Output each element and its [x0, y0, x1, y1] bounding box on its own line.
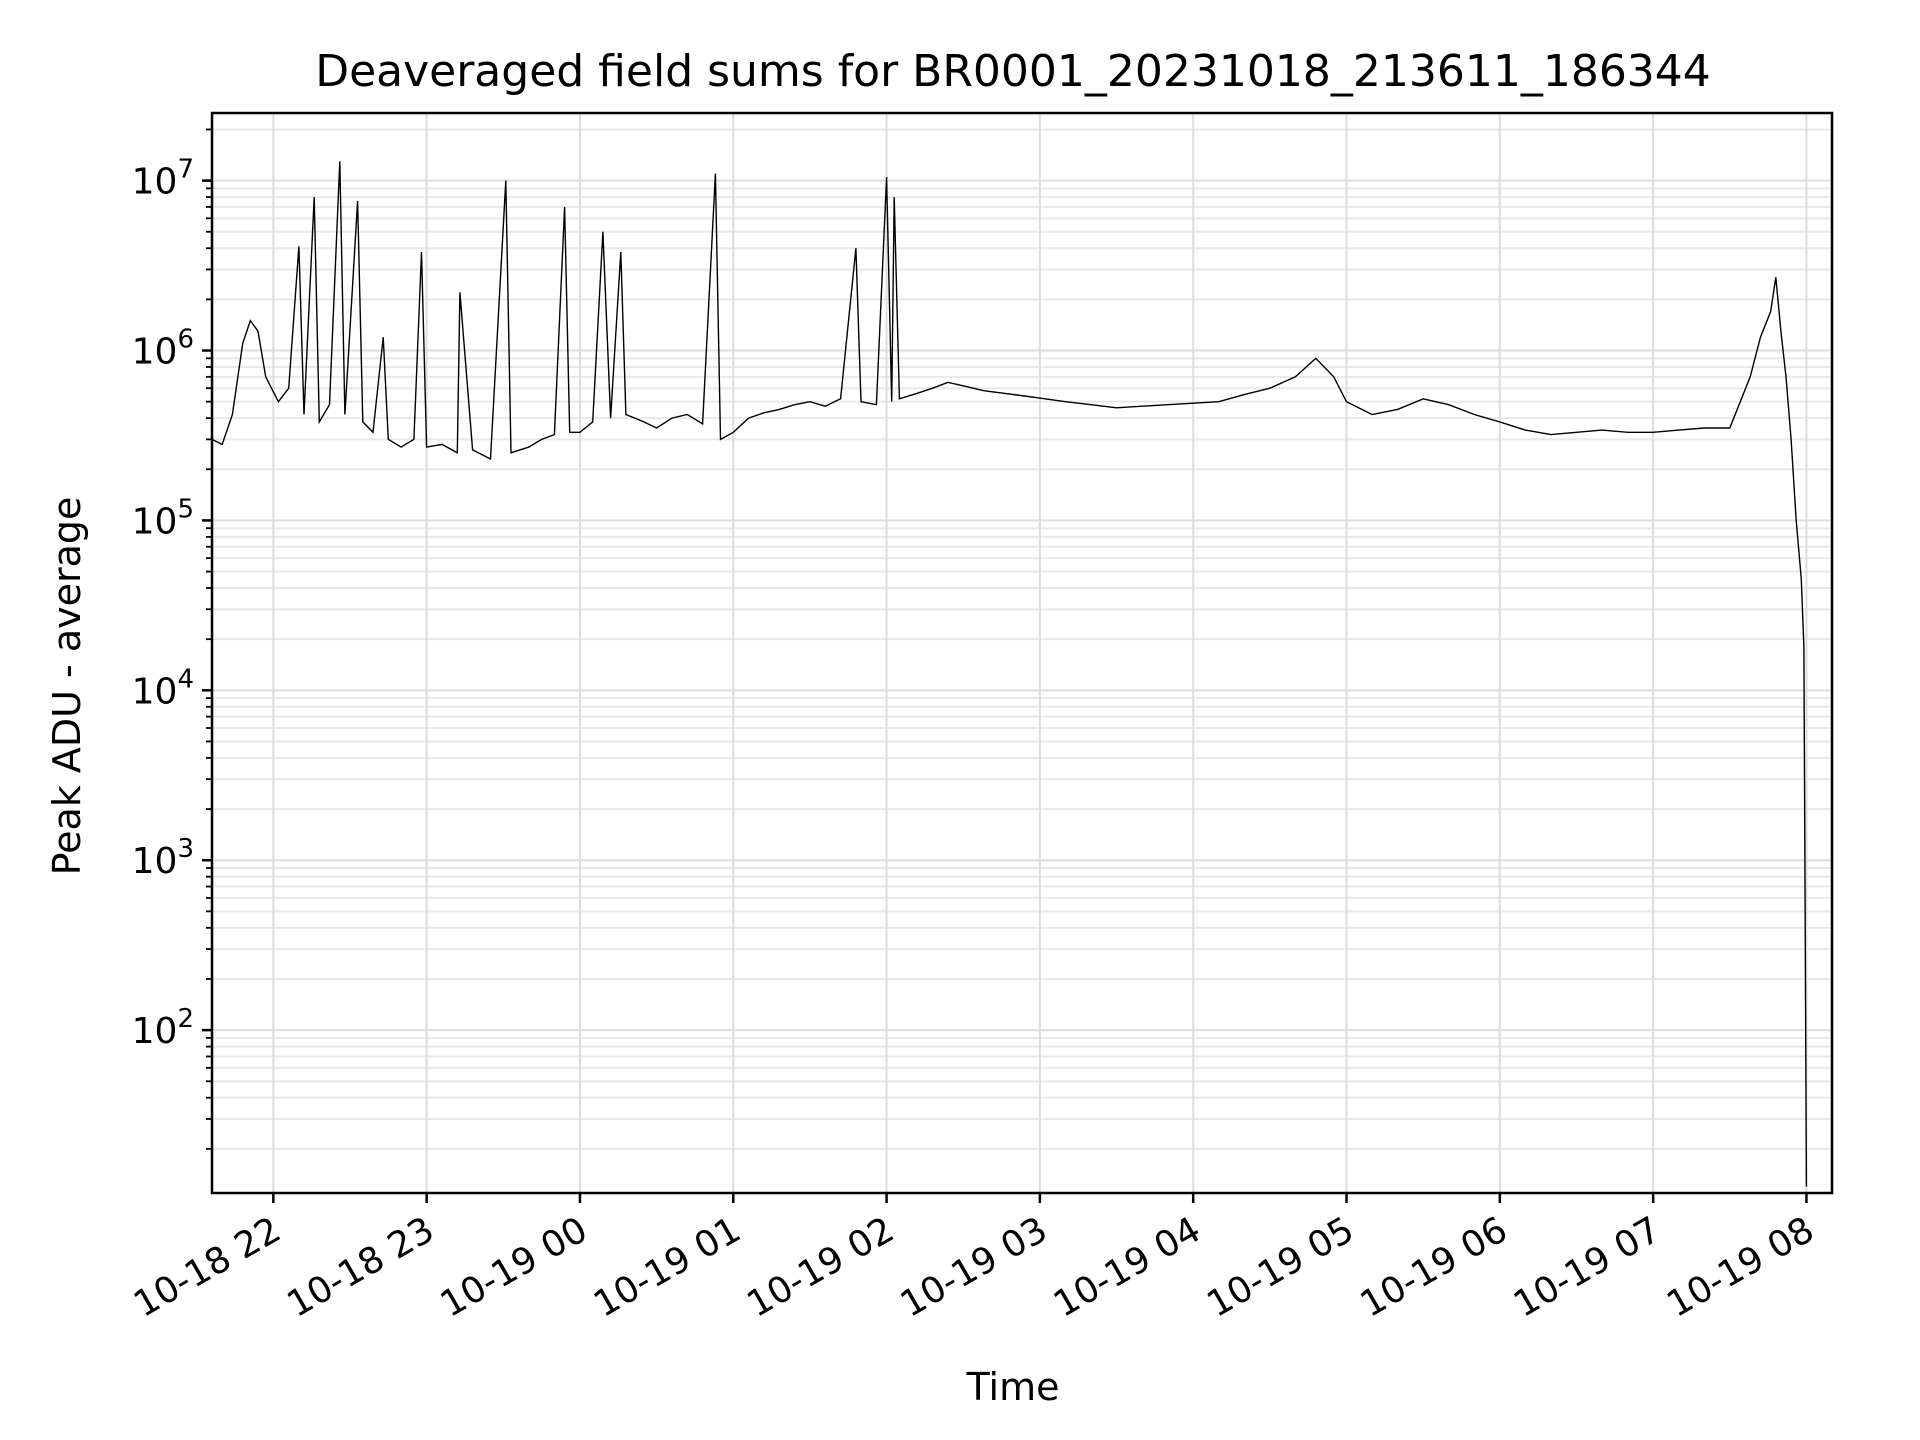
y-axis-label: Peak ADU - average	[45, 497, 89, 876]
series-layer	[211, 161, 1808, 1187]
y-tick-label: 105	[132, 494, 194, 542]
y-tick-label: 106	[132, 325, 194, 373]
y-tick-label: 103	[132, 834, 194, 882]
chart-title: Deaveraged field sums for BR0001_2023101…	[315, 46, 1711, 97]
y-tick-label: 107	[132, 155, 194, 203]
y-tick-label: 104	[132, 664, 194, 712]
grid	[212, 113, 1832, 1193]
x-axis-label: Time	[966, 1365, 1060, 1409]
plot-frame	[210, 111, 1834, 1195]
series-line	[211, 161, 1808, 1187]
y-tick-label: 102	[132, 1004, 194, 1052]
